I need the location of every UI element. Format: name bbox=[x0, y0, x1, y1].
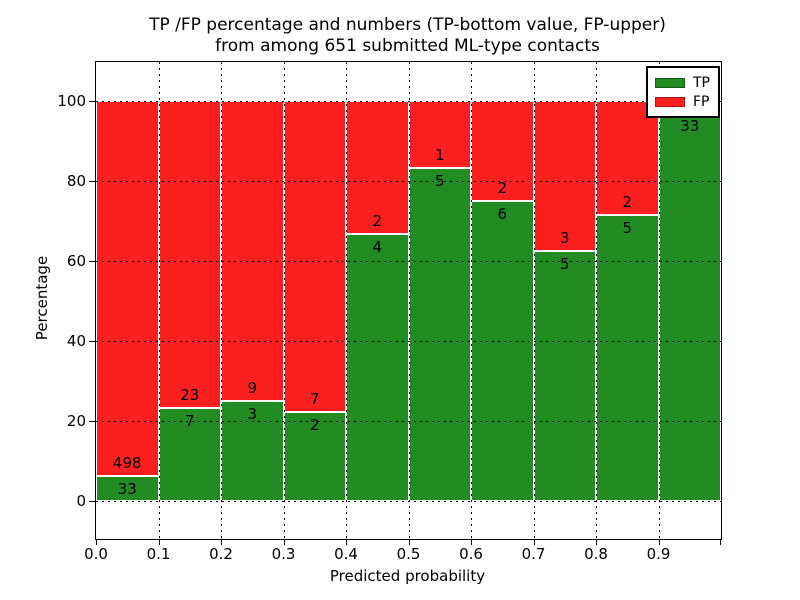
x-tick-label: 0.1 bbox=[146, 545, 171, 563]
legend-swatch-fp bbox=[655, 96, 685, 107]
x-tick-label: 0.9 bbox=[646, 545, 671, 563]
bar-label-fp: 2 bbox=[497, 179, 508, 197]
gridline-vertical bbox=[283, 62, 285, 539]
x-axis-label: Predicted probability bbox=[329, 567, 486, 585]
x-tick-label: 0.7 bbox=[521, 545, 546, 563]
legend-item: TP bbox=[655, 73, 710, 92]
gridline-horizontal bbox=[96, 341, 721, 342]
bar-label-tp: 33 bbox=[117, 480, 137, 499]
x-axis-tick bbox=[408, 539, 410, 545]
gridline-vertical bbox=[471, 62, 472, 539]
x-tick-label: 0.5 bbox=[396, 545, 421, 563]
x-axis-tick bbox=[346, 539, 347, 545]
y-tick-label: 0 bbox=[76, 492, 86, 510]
bar-segment-fp bbox=[283, 101, 346, 413]
x-tick-label: 0.3 bbox=[271, 545, 296, 563]
bar-label-fp: 23 bbox=[180, 385, 200, 404]
bar-label-fp: 498 bbox=[112, 454, 142, 473]
bar-label-fp: 2 bbox=[622, 193, 633, 212]
y-axis-tick bbox=[89, 501, 95, 502]
y-tick-label: 20 bbox=[66, 412, 86, 430]
y-tick-label: 60 bbox=[66, 252, 86, 270]
bar-segment-tp bbox=[96, 476, 159, 501]
gridline-vertical bbox=[658, 62, 660, 539]
legend-swatch-tp bbox=[655, 77, 685, 88]
bar-segment-tp bbox=[658, 112, 721, 501]
bar-label-tp: 5 bbox=[622, 219, 633, 238]
bar-label-fp: 2 bbox=[372, 212, 383, 231]
bar-segment-tp bbox=[408, 167, 471, 501]
bar-label-fp: 7 bbox=[309, 390, 320, 409]
x-tick-label: 0.6 bbox=[459, 545, 483, 563]
gridline-horizontal bbox=[96, 261, 721, 262]
bar-label-tp: 7 bbox=[184, 411, 195, 430]
bar-label-tp: 3 bbox=[247, 405, 258, 423]
y-tick-label: 100 bbox=[57, 92, 86, 110]
x-axis-tick bbox=[158, 539, 160, 545]
x-axis-tick bbox=[533, 539, 535, 545]
gridline-vertical bbox=[533, 62, 535, 539]
bar-label-fp: 3 bbox=[559, 229, 570, 247]
legend: TP FP bbox=[646, 66, 720, 118]
bar-label-fp: 9 bbox=[247, 379, 258, 397]
x-axis-tick bbox=[658, 539, 660, 545]
x-axis-tick bbox=[96, 539, 97, 545]
bar-label-tp: 2 bbox=[309, 416, 320, 435]
x-tick-label: 0.2 bbox=[209, 545, 233, 563]
bar-segment-tp bbox=[158, 407, 221, 501]
bar-label-tp: 6 bbox=[497, 205, 508, 223]
x-tick-label: 0.0 bbox=[84, 545, 108, 563]
chart-title-line2: from among 651 submitted ML-type contact… bbox=[215, 36, 600, 56]
bar-segment-tp bbox=[471, 201, 534, 501]
gridline-vertical bbox=[158, 62, 160, 539]
y-axis-tick bbox=[89, 421, 95, 422]
bar-segment-tp bbox=[346, 234, 409, 501]
plot-area: 0 20 40 60 80 100 0.0 0.1 0.2 0.3 0.4 0.5 0.6 0.7 0.8 0… bbox=[57, 61, 722, 563]
gridline-vertical bbox=[346, 62, 347, 539]
bar-label-tp: 33 bbox=[680, 116, 700, 135]
x-tick-label: 0.8 bbox=[584, 545, 608, 563]
legend-item: FP bbox=[655, 92, 710, 111]
x-tick-label: 0.4 bbox=[334, 545, 358, 563]
y-axis-tick bbox=[89, 101, 95, 102]
bar-segment-fp bbox=[158, 101, 221, 408]
bar-segment-fp bbox=[221, 101, 284, 401]
bar-segment-tp bbox=[533, 251, 596, 501]
gridline-vertical bbox=[221, 62, 222, 539]
y-axis-tick bbox=[89, 341, 95, 342]
bar-label-fp: 1 bbox=[434, 145, 445, 164]
x-axis-tick bbox=[471, 539, 472, 545]
chart-title-line1: TP /FP percentage and numbers (TP-bottom… bbox=[149, 15, 666, 35]
bar-label-tp: 4 bbox=[372, 238, 383, 257]
gridline-horizontal bbox=[96, 101, 721, 102]
gridline-vertical bbox=[596, 62, 597, 539]
bar-label-tp: 5 bbox=[434, 171, 445, 190]
x-axis-tick bbox=[221, 539, 222, 545]
y-axis-tick bbox=[89, 261, 95, 262]
gridline-horizontal bbox=[96, 181, 721, 182]
gridline-vertical bbox=[408, 62, 410, 539]
y-tick-label: 80 bbox=[66, 172, 86, 190]
legend-label: TP bbox=[693, 74, 710, 91]
bar-segment-tp bbox=[283, 412, 346, 501]
y-axis-label: Percentage bbox=[33, 255, 51, 341]
x-axis-tick bbox=[720, 539, 721, 545]
x-axis-tick bbox=[283, 539, 285, 545]
y-tick-label: 40 bbox=[66, 332, 86, 350]
bar-segment-fp bbox=[96, 101, 159, 477]
bar-segment-tp bbox=[596, 215, 659, 501]
gridline-horizontal bbox=[96, 501, 721, 502]
gridline-horizontal bbox=[96, 421, 721, 422]
bar-label-tp: 5 bbox=[559, 255, 570, 273]
y-axis-tick bbox=[89, 181, 95, 182]
legend-label: FP bbox=[693, 93, 710, 110]
x-axis-tick bbox=[596, 539, 597, 545]
